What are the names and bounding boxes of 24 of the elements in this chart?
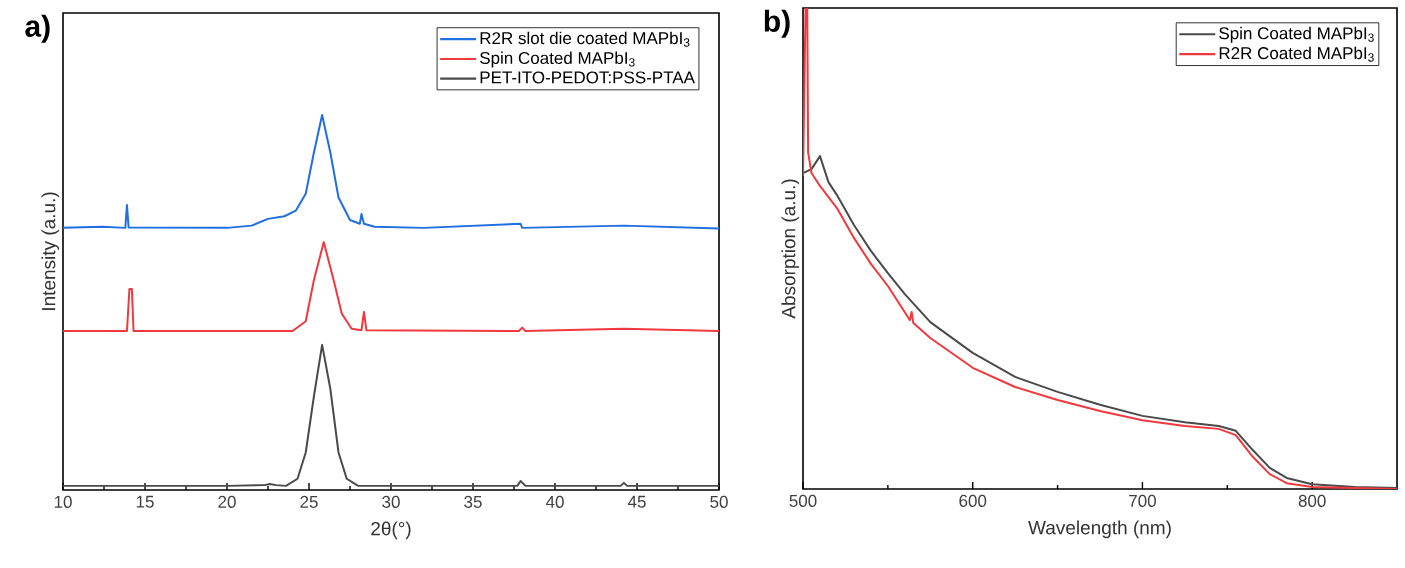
x-tick-label: 45 xyxy=(627,495,646,508)
legend-label: Spin Coated MAPbI$_{3}$ xyxy=(480,51,635,68)
x-axis-title: 2θ(°) xyxy=(371,521,411,540)
x-tick-label: 600 xyxy=(959,494,987,507)
x-tick-label: 40 xyxy=(545,495,564,508)
text: a) xyxy=(25,14,50,43)
x-tick-label: 10 xyxy=(54,495,72,508)
x-tick-label: 15 xyxy=(136,495,154,508)
x-axis-title: Wavelength (nm) xyxy=(1028,520,1171,539)
x-tick-label: 700 xyxy=(1129,494,1156,507)
legend-label: R2R Coated MAPbI$_{3}$ xyxy=(1219,46,1374,62)
x-tick-label: 500 xyxy=(789,494,817,507)
legend-label: PET-ITO-PEDOT:PSS-PTAA xyxy=(480,71,695,84)
text: b) xyxy=(764,9,790,38)
y-axis-title: Intensity (a.u.) xyxy=(41,192,60,310)
x-tick-label: 800 xyxy=(1298,494,1326,507)
legend-label: R2R slot die coated MAPbI$_{3}$ xyxy=(480,31,690,47)
legend-label: Spin Coated MAPbI$_{3}$ xyxy=(1219,26,1374,43)
x-tick-label: 25 xyxy=(300,495,318,508)
x-tick-label: 35 xyxy=(464,495,482,508)
x-tick-label: 20 xyxy=(218,495,236,508)
y-axis-title: Absorption (a.u.) xyxy=(781,179,800,319)
x-tick-label: 30 xyxy=(382,495,400,508)
x-tick-label: 50 xyxy=(710,495,728,508)
